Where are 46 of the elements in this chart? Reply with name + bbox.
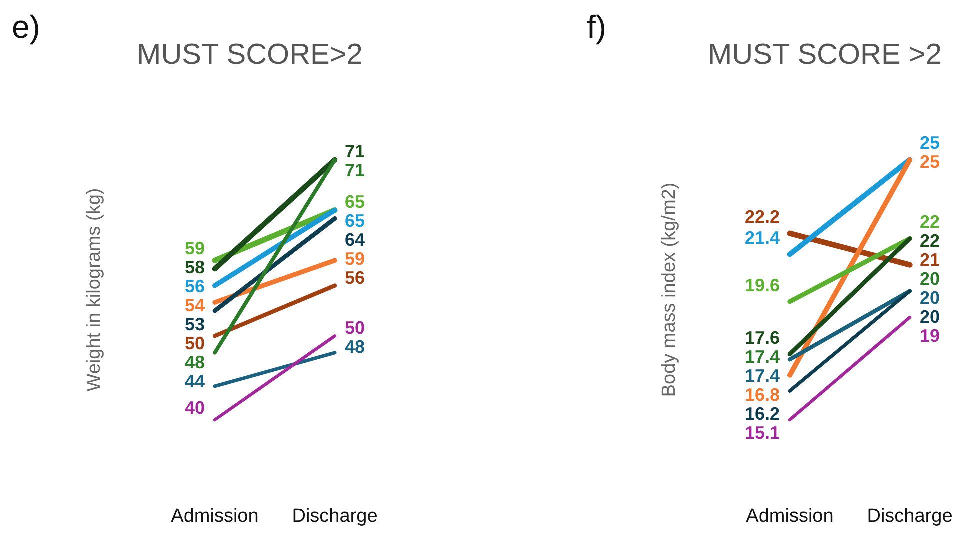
data-label: 71	[345, 142, 366, 162]
chart-title: MUST SCORE>2	[137, 39, 363, 71]
data-label: 19	[920, 326, 940, 346]
data-label: 65	[345, 211, 366, 232]
data-label: 59	[184, 238, 205, 258]
data-label: 17.4	[744, 346, 780, 367]
data-label: 25	[920, 133, 940, 154]
data-label: 21.4	[744, 228, 780, 248]
x-tick-label: Discharge	[292, 506, 378, 527]
text: f)	[587, 9, 607, 45]
data-label: 50	[345, 318, 366, 338]
data-label: 17.6	[744, 328, 780, 348]
text: e)	[12, 9, 40, 45]
x-tick-label: Admission	[746, 506, 834, 527]
data-label: 56	[345, 268, 366, 288]
data-label: 22	[920, 230, 940, 251]
data-label: 20	[920, 268, 940, 289]
data-label: 58	[184, 257, 205, 278]
data-label: 22.2	[744, 207, 780, 228]
data-label: 40	[184, 398, 205, 418]
data-label: 65	[345, 192, 366, 212]
data-label: 59	[345, 249, 366, 270]
data-label: 17.4	[744, 366, 780, 386]
data-label: 54	[184, 295, 205, 316]
y-axis-title: Body mass index (kg/m2)	[659, 182, 680, 398]
data-label: 21	[920, 250, 940, 270]
data-label: 25	[920, 152, 940, 172]
data-label: 50	[184, 333, 205, 354]
data-label: 15.1	[744, 422, 780, 443]
data-label: 16.8	[744, 384, 780, 405]
data-label: 19.6	[744, 275, 780, 296]
data-label: 71	[345, 160, 366, 181]
data-label: 56	[184, 276, 205, 296]
data-label: 64	[345, 230, 366, 250]
x-tick-label: Discharge	[867, 506, 953, 527]
chart-title: MUST SCORE >2	[708, 39, 942, 71]
data-label: 16.2	[744, 404, 780, 424]
data-label: 48	[184, 352, 205, 372]
data-label: 48	[345, 336, 366, 357]
data-label: 20	[920, 288, 940, 308]
y-axis-title: Weight in kilograms (kg)	[84, 188, 105, 392]
data-label: 44	[184, 371, 205, 392]
data-label: 22	[920, 212, 940, 232]
x-tick-label: Admission	[171, 506, 259, 527]
data-label: 53	[184, 314, 205, 334]
data-label: 20	[920, 306, 940, 327]
